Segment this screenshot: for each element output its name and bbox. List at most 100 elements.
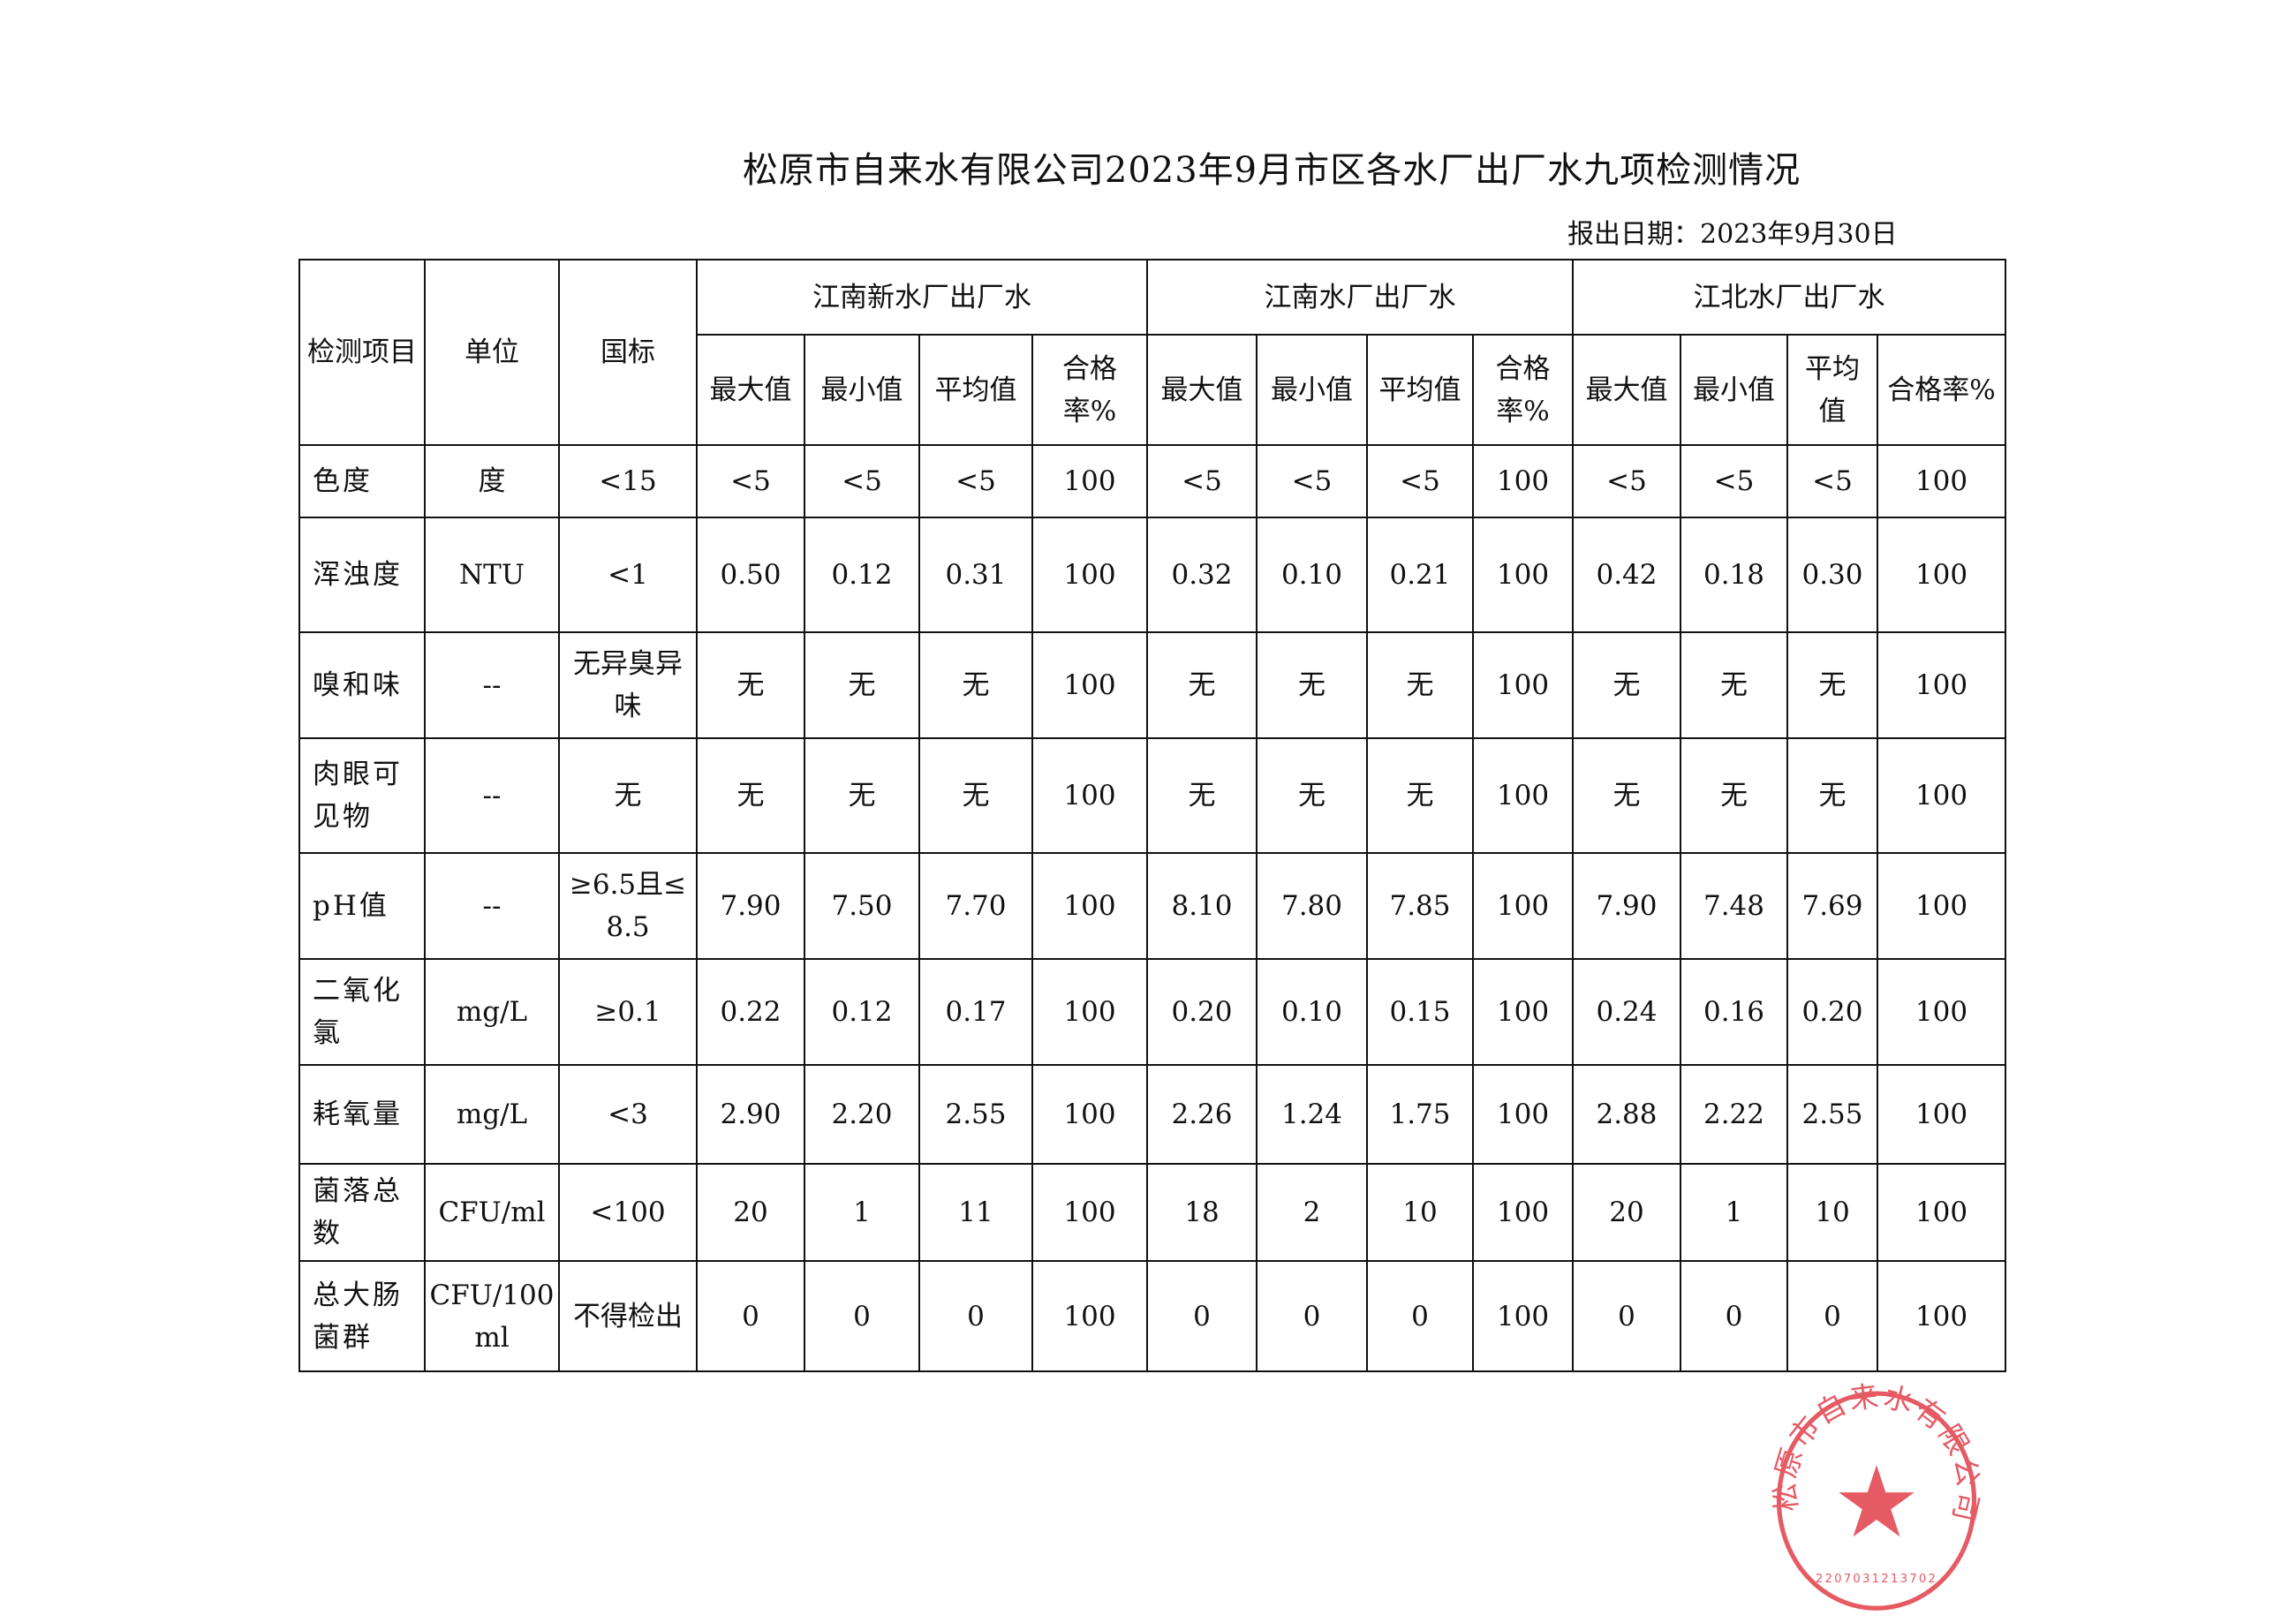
cell-value: 无 <box>1680 631 1788 739</box>
cell-value: 0.18 <box>1680 517 1788 633</box>
cell-value: 100 <box>1472 1163 1574 1262</box>
water-quality-table: 检测项目 单位 国标 江南新水厂出厂水 江南水厂出厂水 江北水厂出厂水 最大值最… <box>298 259 2006 1372</box>
cell-value: 0.30 <box>1786 517 1878 633</box>
cell-value: 8.10 <box>1146 852 1258 960</box>
cell-value: 100 <box>1877 444 2006 518</box>
cell-value: 100 <box>1472 517 1574 633</box>
cell-value: 2.55 <box>1786 1064 1878 1165</box>
cell-value: 0 <box>1572 1260 1681 1372</box>
cell-value: 无 <box>1572 631 1681 739</box>
cell-value: 0 <box>1786 1260 1878 1372</box>
cell-value: 0.24 <box>1572 958 1681 1066</box>
seal-star-icon <box>1839 1465 1915 1537</box>
cell-value: 2 <box>1256 1163 1368 1262</box>
cell-item: 耗氧量 <box>298 1064 426 1165</box>
cell-value: 0.20 <box>1146 958 1258 1066</box>
cell-value: 无 <box>1146 631 1258 739</box>
cell-value: 7.90 <box>1572 852 1681 960</box>
cell-value: <5 <box>1572 444 1681 518</box>
cell-value: 100 <box>1472 631 1574 739</box>
cell-value: 2.26 <box>1146 1064 1258 1165</box>
subheader-max: 最大值 <box>696 334 805 446</box>
cell-standard: <1 <box>558 517 698 633</box>
table-row: 总大肠菌群 CFU/100ml 不得检出 0 0 0 100 0 0 0 100 0 0 0 100 <box>298 1260 2006 1372</box>
cell-value: 100 <box>1031 737 1148 854</box>
cell-value: 100 <box>1472 852 1574 960</box>
cell-value: 0.50 <box>696 517 805 633</box>
cell-value: 100 <box>1031 852 1148 960</box>
table-row: 菌落总数 CFU/ml <100 20 1 11 100 18 2 10 100 20 1 10 100 <box>298 1163 2006 1262</box>
cell-value: 18 <box>1146 1163 1258 1262</box>
cell-value: 0 <box>1680 1260 1788 1372</box>
cell-value: 7.80 <box>1256 852 1368 960</box>
cell-value: 0 <box>1366 1260 1474 1372</box>
cell-value: <5 <box>804 444 920 518</box>
cell-item: 色度 <box>298 444 426 518</box>
cell-value: 0 <box>918 1260 1033 1372</box>
cell-value: <5 <box>1256 444 1368 518</box>
cell-value: 7.69 <box>1786 852 1878 960</box>
cell-value: 0.21 <box>1366 517 1474 633</box>
subheader-pass-rate: 合格率% <box>1031 334 1148 446</box>
subheader-avg: 平均值 <box>918 334 1033 446</box>
cell-value: 100 <box>1031 1260 1148 1372</box>
cell-value: 无 <box>804 737 920 854</box>
cell-value: 无 <box>1572 737 1681 854</box>
cell-unit: mg/L <box>424 1064 560 1165</box>
cell-standard: ≥0.1 <box>558 958 698 1066</box>
subheader-pass-rate: 合格率% <box>1472 334 1574 446</box>
table-row: 肉眼可见物 -- 无无无无 100 无无无 100 无无无 100 <box>298 737 2006 854</box>
header-plant-jiangnan: 江南水厂出厂水 <box>1146 259 1574 336</box>
cell-value: 100 <box>1877 1163 2006 1262</box>
cell-value: 100 <box>1877 517 2006 633</box>
cell-unit: -- <box>424 852 560 960</box>
cell-standard: <100 <box>558 1163 698 1262</box>
cell-value: 7.50 <box>804 852 920 960</box>
cell-value: 无 <box>696 737 805 854</box>
header-item: 检测项目 <box>298 259 426 446</box>
cell-value: 无 <box>1366 737 1474 854</box>
cell-value: 无 <box>1786 737 1878 854</box>
cell-value: 无 <box>1786 631 1878 739</box>
cell-value: 1.24 <box>1256 1064 1368 1165</box>
company-seal: 松原市自来水有限公司 2207031213702 <box>1768 1379 1983 1611</box>
cell-value: 20 <box>1572 1163 1681 1262</box>
cell-value: 7.85 <box>1366 852 1474 960</box>
cell-value: 100 <box>1031 631 1148 739</box>
cell-value: 10 <box>1366 1163 1474 1262</box>
table-row: 耗氧量 mg/L <3 2.90 2.20 2.55 100 2.26 1.24 1.75 100 2… <box>298 1064 2006 1165</box>
subheader-pass-rate: 合格率% <box>1877 334 2006 446</box>
cell-item: pH值 <box>298 852 426 960</box>
cell-value: 100 <box>1877 737 2006 854</box>
cell-value: <5 <box>918 444 1033 518</box>
cell-value: 2.88 <box>1572 1064 1681 1165</box>
subheader-min: 最小值 <box>1680 334 1788 446</box>
cell-value: 100 <box>1472 1064 1574 1165</box>
cell-value: 1 <box>804 1163 920 1262</box>
cell-item: 嗅和味 <box>298 631 426 739</box>
cell-item: 肉眼可见物 <box>298 737 426 854</box>
cell-item: 总大肠菌群 <box>298 1260 426 1372</box>
header-standard: 国标 <box>558 259 698 446</box>
cell-value: 11 <box>918 1163 1033 1262</box>
cell-value: 0.31 <box>918 517 1033 633</box>
cell-value: 0.17 <box>918 958 1033 1066</box>
cell-value: 100 <box>1472 444 1574 518</box>
cell-value: <5 <box>696 444 805 518</box>
cell-value: <5 <box>1680 444 1788 518</box>
cell-value: 100 <box>1031 1163 1148 1262</box>
cell-standard: ≥6.5且≤8.5 <box>558 852 698 960</box>
cell-unit: CFU/100ml <box>424 1260 560 1372</box>
cell-value: 7.90 <box>696 852 805 960</box>
cell-standard: <15 <box>558 444 698 518</box>
cell-item: 菌落总数 <box>298 1163 426 1262</box>
cell-value: 7.48 <box>1680 852 1788 960</box>
cell-standard: <3 <box>558 1064 698 1165</box>
cell-value: 0.10 <box>1256 517 1368 633</box>
cell-value: <5 <box>1146 444 1258 518</box>
subheader-max: 最大值 <box>1572 334 1681 446</box>
cell-value: 0 <box>1256 1260 1368 1372</box>
cell-value: 10 <box>1786 1163 1878 1262</box>
cell-unit: 度 <box>424 444 560 518</box>
cell-value: 20 <box>696 1163 805 1262</box>
